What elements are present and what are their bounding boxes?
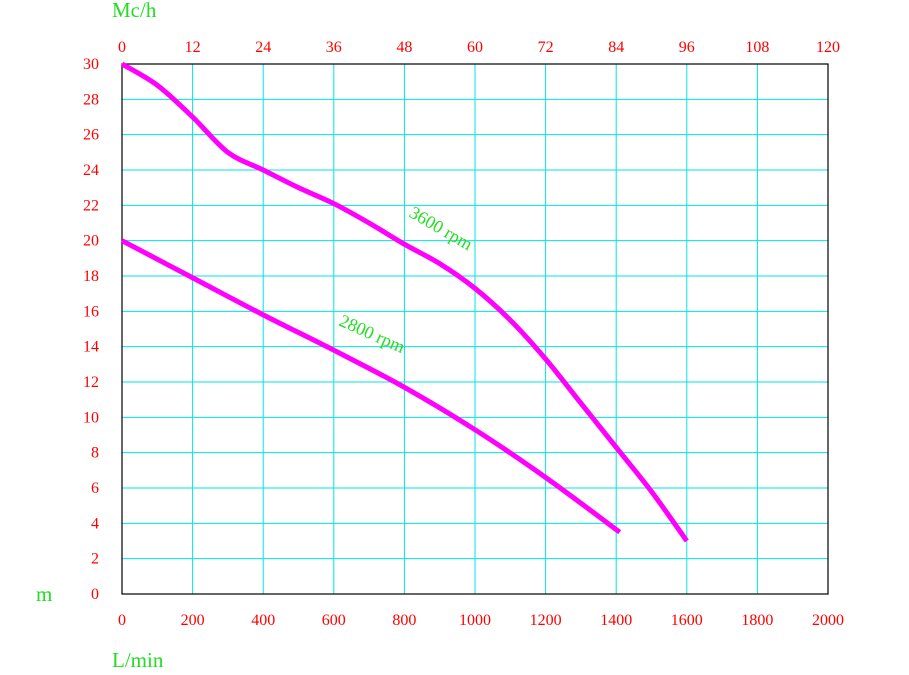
y-tick-label: 24 <box>83 162 99 179</box>
y-tick-label: 26 <box>83 127 99 144</box>
series-line-2800-rpm <box>120 238 622 535</box>
x2-tick-label: 48 <box>396 39 412 56</box>
y-tick-label: 22 <box>83 197 99 214</box>
x2-tick-label: 0 <box>118 39 126 56</box>
y-tick-label: 28 <box>83 91 99 108</box>
x-tick-label: 1400 <box>600 612 632 629</box>
x-axis-title: L/min <box>112 648 164 672</box>
top-axis-title: Mc/h <box>112 0 157 22</box>
y-tick-label: 12 <box>83 374 99 391</box>
y-tick-label: 18 <box>83 268 99 285</box>
y-tick-label: 16 <box>83 303 99 320</box>
x2-tick-label: 120 <box>816 39 840 56</box>
x-tick-label: 1800 <box>741 612 773 629</box>
x-tick-label: 1200 <box>530 612 562 629</box>
y-tick-label: 14 <box>83 339 99 356</box>
x-tick-label: 0 <box>118 612 126 629</box>
y-tick-label: 6 <box>91 480 99 497</box>
x2-tick-label: 12 <box>185 39 201 56</box>
y-tick-label: 0 <box>91 586 99 603</box>
x-tick-label: 2000 <box>812 612 844 629</box>
x2-tick-label: 36 <box>326 39 342 56</box>
series-label-2800-rpm: 2800 rpm <box>336 310 408 357</box>
series-label-3600-rpm: 3600 rpm <box>406 202 476 254</box>
series-line-3600-rpm <box>120 61 689 543</box>
y-tick-label: 4 <box>91 515 99 532</box>
x2-tick-labels: 0 12 24 36 48 60 72 84 96 108 120 <box>118 39 840 56</box>
x-tick-label: 800 <box>392 612 416 629</box>
x2-tick-label: 72 <box>538 39 554 56</box>
x-tick-labels: 0 200 400 600 800 1000 1200 1400 1600 1800 2000 <box>118 612 844 629</box>
y-axis-title: m <box>36 582 52 606</box>
x-tick-label: 1600 <box>671 612 703 629</box>
plot-frame <box>121 63 829 595</box>
x-tick-label: 1000 <box>459 612 491 629</box>
grid <box>121 63 829 595</box>
y-tick-label: 2 <box>91 551 99 568</box>
x2-tick-label: 96 <box>679 39 695 56</box>
x-tick-label: 200 <box>181 612 205 629</box>
x-tick-label: 600 <box>322 612 346 629</box>
x2-tick-label: 60 <box>467 39 483 56</box>
x2-tick-label: 108 <box>745 39 769 56</box>
x2-tick-label: 24 <box>255 39 271 56</box>
x2-tick-label: 84 <box>608 39 624 56</box>
x-tick-label: 400 <box>251 612 275 629</box>
y-tick-label: 30 <box>83 56 99 73</box>
series-group <box>120 61 689 543</box>
y-tick-label: 8 <box>91 445 99 462</box>
y-tick-label: 10 <box>83 409 99 426</box>
y-tick-label: 20 <box>83 233 99 250</box>
